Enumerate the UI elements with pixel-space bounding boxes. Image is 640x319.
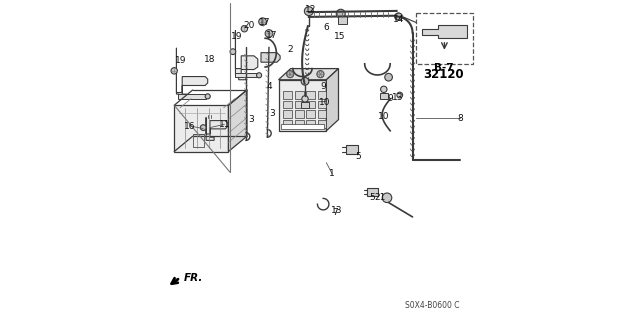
Circle shape <box>385 73 392 81</box>
Text: 19: 19 <box>175 56 186 65</box>
Bar <box>295 110 303 118</box>
Bar <box>284 91 292 99</box>
Text: 3: 3 <box>248 115 254 124</box>
Polygon shape <box>261 53 280 62</box>
Circle shape <box>265 30 273 37</box>
Text: 14: 14 <box>394 15 404 24</box>
Text: 1: 1 <box>329 169 335 178</box>
Text: 5: 5 <box>370 193 376 202</box>
Text: 8: 8 <box>458 114 463 122</box>
Text: 9: 9 <box>387 94 393 103</box>
Polygon shape <box>278 69 339 80</box>
Circle shape <box>336 9 345 18</box>
Circle shape <box>302 96 308 102</box>
Text: 32120: 32120 <box>424 68 464 80</box>
Circle shape <box>317 71 324 78</box>
Circle shape <box>200 125 206 130</box>
Text: 17: 17 <box>259 18 271 27</box>
Polygon shape <box>278 80 326 131</box>
Text: 21: 21 <box>374 193 386 202</box>
Bar <box>281 124 324 129</box>
Text: 11: 11 <box>218 120 230 129</box>
Polygon shape <box>177 48 208 99</box>
Text: 5: 5 <box>355 152 361 161</box>
Text: 12: 12 <box>305 5 316 14</box>
Circle shape <box>230 49 236 55</box>
Polygon shape <box>228 90 247 152</box>
Circle shape <box>259 18 266 26</box>
Bar <box>346 145 358 154</box>
Text: 19: 19 <box>230 32 242 41</box>
Bar <box>317 120 326 128</box>
Bar <box>317 110 326 118</box>
Polygon shape <box>206 117 228 140</box>
Circle shape <box>301 78 309 85</box>
Text: 10: 10 <box>378 112 390 121</box>
Circle shape <box>397 92 403 98</box>
Text: 15: 15 <box>334 32 346 41</box>
Text: 4: 4 <box>266 82 272 91</box>
Polygon shape <box>174 105 228 152</box>
Bar <box>193 134 204 136</box>
Text: B-7: B-7 <box>434 63 454 73</box>
Text: 18: 18 <box>204 55 216 63</box>
Circle shape <box>382 193 392 203</box>
Circle shape <box>395 13 402 20</box>
Text: 3: 3 <box>269 109 275 118</box>
Bar <box>284 120 292 128</box>
Polygon shape <box>236 73 257 77</box>
Bar <box>301 102 309 108</box>
Polygon shape <box>178 94 206 99</box>
Bar <box>317 91 326 99</box>
Text: 6: 6 <box>323 23 329 32</box>
Bar <box>306 91 315 99</box>
Bar <box>284 100 292 108</box>
Bar <box>317 100 326 108</box>
Text: 2: 2 <box>288 45 294 54</box>
Circle shape <box>257 73 262 78</box>
Polygon shape <box>326 69 339 131</box>
Bar <box>295 91 303 99</box>
Bar <box>295 100 303 108</box>
Text: 10: 10 <box>319 98 330 107</box>
Circle shape <box>205 94 211 99</box>
Bar <box>380 93 388 99</box>
Text: 16: 16 <box>184 122 196 130</box>
Bar <box>306 120 315 128</box>
Circle shape <box>241 26 248 32</box>
Circle shape <box>287 71 294 78</box>
Bar <box>284 110 292 118</box>
Circle shape <box>171 68 177 74</box>
Polygon shape <box>422 25 467 38</box>
Bar <box>337 16 347 24</box>
Circle shape <box>305 7 314 16</box>
Text: 13: 13 <box>392 93 404 102</box>
Bar <box>367 188 378 196</box>
Circle shape <box>396 13 403 20</box>
Text: S0X4-B0600 C: S0X4-B0600 C <box>405 301 460 310</box>
Text: 20: 20 <box>243 21 255 30</box>
Polygon shape <box>236 30 258 80</box>
Text: 13: 13 <box>331 206 342 215</box>
Text: 17: 17 <box>266 31 278 40</box>
Text: 7: 7 <box>332 208 338 217</box>
Bar <box>306 110 315 118</box>
Bar <box>295 120 303 128</box>
Text: 9: 9 <box>320 82 326 91</box>
Text: FR.: FR. <box>184 273 203 284</box>
Circle shape <box>381 86 387 93</box>
Bar <box>306 100 315 108</box>
